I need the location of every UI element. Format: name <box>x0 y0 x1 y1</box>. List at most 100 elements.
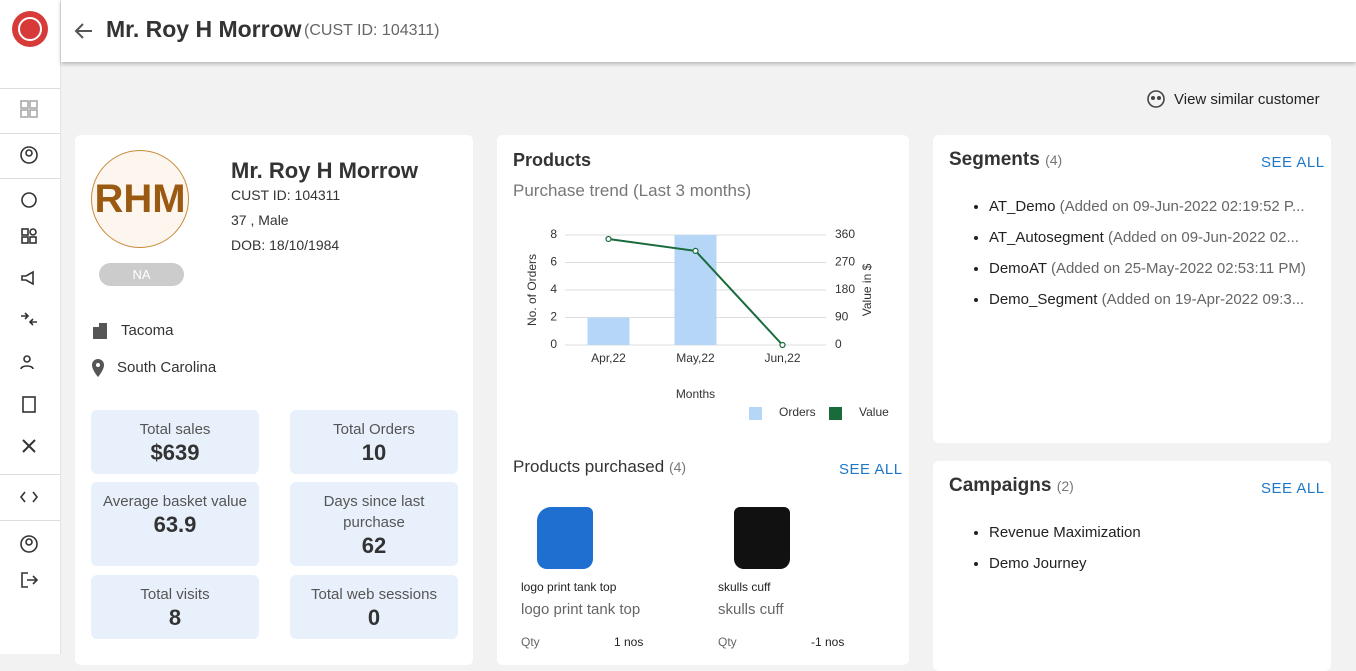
stat-value: 62 <box>361 533 387 558</box>
campaign-item: Revenue Maximization <box>989 517 1349 548</box>
campaign-item: Demo Journey <box>989 548 1349 579</box>
y2-tick-label: 180 <box>835 282 855 296</box>
product-name: skulls cuff <box>718 580 771 594</box>
purchased-count: (4) <box>668 459 687 475</box>
back-button[interactable] <box>73 20 95 42</box>
stat-label: Total Orders <box>333 421 415 438</box>
stat-value: 63.9 <box>153 512 197 537</box>
city: Tacoma <box>121 322 174 339</box>
code-icon[interactable] <box>19 487 39 507</box>
segment-item: DemoAT (Added on 25-May-2022 02:53:11 PM… <box>989 253 1349 284</box>
stat-box: Total visits 8 <box>91 575 259 639</box>
campaigns-card: Campaigns (2) SEE ALL Revenue Maximizati… <box>933 461 1331 671</box>
segments-count: (4) <box>1045 152 1063 168</box>
segment-detail: (Added on 19-Apr-2022 09:3... <box>1101 291 1305 308</box>
segment-detail: (Added on 09-Jun-2022 02... <box>1107 229 1299 246</box>
stat-label: Days since last purchase <box>323 493 425 531</box>
stat-value: $639 <box>150 440 200 465</box>
purchase-trend-chart: 0 2 4 6 8 0 90 180 270 360 No. of Orders Value in $… <box>525 227 889 420</box>
see-all-link[interactable]: SEE ALL <box>839 461 903 478</box>
similar-icon <box>1147 90 1165 108</box>
products-card: Products Purchase trend (Last 3 months) … <box>497 135 909 665</box>
clipboard-icon[interactable] <box>19 394 39 414</box>
stat-box: Total sales $639 <box>91 410 259 474</box>
product-name: logo print tank top <box>521 580 617 594</box>
campaign-list: Revenue MaximizationDemo Journey <box>967 517 1349 579</box>
stat-label: Total web sessions <box>311 586 437 603</box>
segment-detail: (Added on 25-May-2022 02:53:11 PM) <box>1050 260 1306 277</box>
profile-age-gender: 37 , Male <box>231 212 289 228</box>
segment-name: DemoAT <box>989 260 1047 277</box>
stat-box: Average basket value 63.9 <box>91 482 259 566</box>
apps-icon[interactable] <box>19 226 39 246</box>
x-axis-label: Months <box>676 387 715 401</box>
x-tick-label: Jun,22 <box>764 351 800 365</box>
campaigns-count: (2) <box>1056 478 1074 494</box>
segment-item: Demo_Segment (Added on 19-Apr-2022 09:3.… <box>989 284 1349 315</box>
see-all-link[interactable]: SEE ALL <box>1261 154 1325 171</box>
segment-item: AT_Autosegment (Added on 09-Jun-2022 02.… <box>989 222 1349 253</box>
dashboard-icon[interactable] <box>19 99 39 119</box>
qty-label: Qty <box>718 635 737 649</box>
sidebar <box>0 0 61 654</box>
x-tick-label: Apr,22 <box>591 351 626 365</box>
logo <box>12 11 48 47</box>
qty-value: -1 nos <box>811 635 845 649</box>
stat-box: Total Orders 10 <box>290 410 458 474</box>
line-point <box>692 247 699 254</box>
stat-value: 10 <box>361 440 387 465</box>
y-tick-label: 4 <box>550 282 557 296</box>
segment-list: AT_Demo (Added on 09-Jun-2022 02:19:52 P… <box>967 191 1349 315</box>
globe-icon[interactable] <box>19 190 39 210</box>
view-similar-text: View similar customer <box>1174 90 1320 108</box>
view-similar-button[interactable]: View similar customer <box>1146 89 1320 109</box>
product-image <box>734 507 790 569</box>
stat-box: Total web sessions 0 <box>290 575 458 639</box>
profile-card: RHM NA Mr. Roy H Morrow CUST ID: 104311 … <box>75 135 473 665</box>
see-all-link[interactable]: SEE ALL <box>1261 480 1325 497</box>
segment-item: AT_Demo (Added on 09-Jun-2022 02:19:52 P… <box>989 191 1349 222</box>
account-icon[interactable] <box>19 534 39 554</box>
campaigns-title: Campaigns <box>949 475 1052 496</box>
campaign-icon[interactable] <box>19 268 39 288</box>
products-title: Products <box>513 150 592 170</box>
product-image <box>537 507 593 569</box>
customer-name: Mr. Roy H Morrow <box>106 16 302 42</box>
stat-value: 0 <box>367 605 381 630</box>
y-tick-label: 2 <box>550 310 557 324</box>
stat-label: Average basket value <box>103 493 247 510</box>
y2-axis-label: Value in $ <box>860 263 874 316</box>
customer-id: (CUST ID: 104311) <box>304 22 440 39</box>
logout-icon[interactable] <box>19 570 39 590</box>
y2-tick-label: 270 <box>835 255 855 269</box>
legend-swatch <box>829 407 842 420</box>
product-subtitle: logo print tank top <box>521 601 641 618</box>
y-tick-label: 6 <box>550 255 557 269</box>
segment-name: AT_Autosegment <box>989 229 1104 246</box>
segments-title: Segments <box>949 149 1040 170</box>
state: South Carolina <box>117 359 217 376</box>
badge: NA <box>99 263 184 286</box>
y-axis-label: No. of Orders <box>525 254 539 326</box>
stat-label: Total sales <box>139 421 211 438</box>
segment-name: AT_Demo <box>989 198 1056 215</box>
stat-box: Days since last purchase 62 <box>290 482 458 566</box>
profile-dob: DOB: 18/10/1984 <box>231 237 340 253</box>
merge-icon[interactable] <box>19 309 39 329</box>
purchased-title-row: Products purchased (4) <box>513 457 686 477</box>
audience-icon[interactable] <box>19 352 39 372</box>
tools-icon[interactable] <box>19 436 39 456</box>
segments-card: Segments (4) SEE ALL AT_Demo (Added on 0… <box>933 135 1331 443</box>
y-tick-label: 0 <box>550 337 557 351</box>
stat-value: 8 <box>168 605 182 630</box>
segments-title-row: Segments (4) <box>949 149 1062 171</box>
x-tick-label: May,22 <box>676 351 715 365</box>
y2-tick-label: 0 <box>835 337 842 351</box>
campaigns-title-row: Campaigns (2) <box>949 475 1074 497</box>
legend-swatch <box>749 407 762 420</box>
bar <box>587 317 630 345</box>
customer-icon[interactable] <box>19 145 39 165</box>
location-icon <box>92 359 104 377</box>
city-icon <box>93 323 107 339</box>
legend-label: Orders <box>779 405 816 419</box>
